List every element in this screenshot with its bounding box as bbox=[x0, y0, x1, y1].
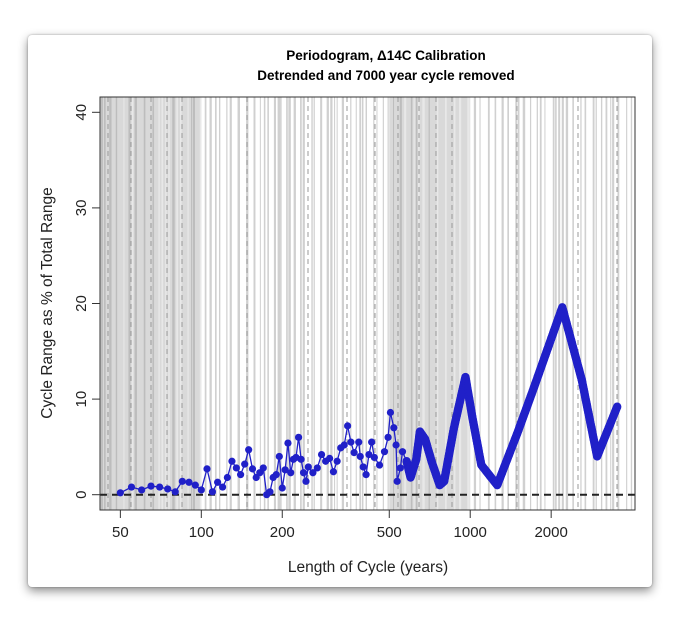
data-point bbox=[386, 408, 395, 417]
data-point bbox=[384, 433, 392, 441]
data-point bbox=[219, 483, 227, 491]
y-tick-label: 0 bbox=[73, 491, 90, 499]
data-point bbox=[156, 483, 164, 491]
data-point bbox=[164, 485, 172, 493]
data-point bbox=[362, 471, 370, 479]
data-point bbox=[333, 457, 341, 465]
data-point bbox=[275, 452, 283, 461]
y-tick-label: 40 bbox=[73, 104, 90, 121]
chart-subtitle: Detrended and 7000 year cycle removed bbox=[257, 68, 514, 83]
data-point bbox=[138, 486, 146, 494]
data-point bbox=[313, 464, 321, 472]
data-point bbox=[398, 448, 407, 456]
data-point bbox=[390, 424, 398, 432]
data-point bbox=[171, 488, 179, 496]
data-point bbox=[281, 466, 289, 474]
data-point bbox=[302, 477, 310, 485]
data-point bbox=[248, 465, 257, 473]
data-point bbox=[116, 489, 124, 497]
x-tick-label: 100 bbox=[189, 524, 214, 541]
data-point bbox=[347, 438, 355, 446]
y-axis: 0 10 20 30 40 bbox=[73, 104, 100, 499]
x-tick-label: 500 bbox=[377, 524, 402, 541]
data-point bbox=[365, 450, 373, 459]
data-point bbox=[340, 441, 348, 449]
y-axis-label: Cycle Range as % of Total Range bbox=[39, 187, 56, 419]
data-point bbox=[284, 439, 292, 447]
data-point bbox=[329, 468, 338, 476]
y-tick-label: 20 bbox=[73, 295, 90, 312]
y-tick-label: 10 bbox=[73, 391, 90, 408]
y-tick-label: 30 bbox=[73, 200, 90, 217]
data-point bbox=[191, 481, 199, 489]
data-point bbox=[380, 448, 389, 456]
data-point bbox=[350, 449, 358, 457]
data-point bbox=[232, 464, 240, 472]
data-point bbox=[208, 488, 217, 496]
data-point bbox=[370, 453, 378, 462]
data-point bbox=[392, 441, 400, 449]
x-axis-label: Length of Cycle (years) bbox=[288, 559, 448, 576]
data-point bbox=[304, 463, 312, 471]
data-point bbox=[278, 484, 286, 492]
data-point bbox=[297, 455, 305, 463]
series-periodogram bbox=[116, 303, 622, 499]
data-point bbox=[147, 482, 155, 490]
data-point bbox=[127, 483, 136, 491]
data-point bbox=[309, 469, 317, 477]
data-point bbox=[287, 469, 295, 477]
data-point bbox=[375, 461, 384, 469]
data-point bbox=[245, 446, 253, 454]
data-point bbox=[214, 478, 222, 486]
data-point bbox=[355, 438, 363, 446]
x-tick-label: 200 bbox=[270, 524, 295, 541]
data-point bbox=[223, 473, 231, 482]
data-point bbox=[356, 452, 364, 461]
data-point bbox=[203, 465, 211, 473]
data-point bbox=[228, 457, 236, 465]
data-point bbox=[259, 464, 267, 472]
x-tick-label: 1000 bbox=[454, 524, 487, 541]
x-tick-label: 2000 bbox=[534, 524, 567, 541]
data-point bbox=[197, 486, 205, 494]
data-point bbox=[396, 464, 404, 472]
background-lines bbox=[100, 97, 633, 510]
data-point bbox=[299, 469, 308, 477]
data-point bbox=[317, 450, 326, 459]
data-point bbox=[612, 402, 622, 411]
data-point bbox=[185, 478, 193, 486]
data-point bbox=[266, 488, 274, 496]
data-point bbox=[237, 471, 245, 479]
chart-title: Periodogram, Δ14C Calibration bbox=[286, 48, 486, 63]
data-point bbox=[272, 471, 280, 479]
data-point bbox=[368, 438, 376, 446]
data-point bbox=[359, 463, 367, 471]
x-axis: 50 100 200 500 1000 2000 bbox=[112, 510, 568, 541]
data-point bbox=[294, 433, 303, 441]
data-point bbox=[326, 454, 334, 462]
data-point bbox=[178, 477, 186, 485]
x-tick-label: 50 bbox=[112, 524, 129, 541]
data-point bbox=[241, 460, 249, 468]
data-point bbox=[393, 477, 401, 485]
data-point bbox=[344, 422, 352, 430]
